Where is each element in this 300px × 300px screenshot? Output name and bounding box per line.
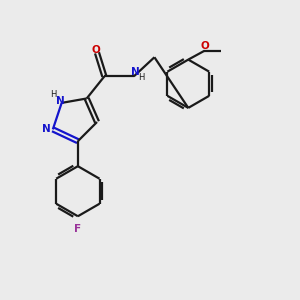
Text: O: O: [200, 41, 209, 51]
Text: N: N: [42, 124, 51, 134]
Text: N: N: [131, 67, 140, 77]
Text: O: O: [91, 45, 100, 55]
Text: H: H: [50, 90, 57, 99]
Text: F: F: [74, 224, 81, 234]
Text: H: H: [138, 74, 144, 82]
Text: N: N: [56, 95, 64, 106]
